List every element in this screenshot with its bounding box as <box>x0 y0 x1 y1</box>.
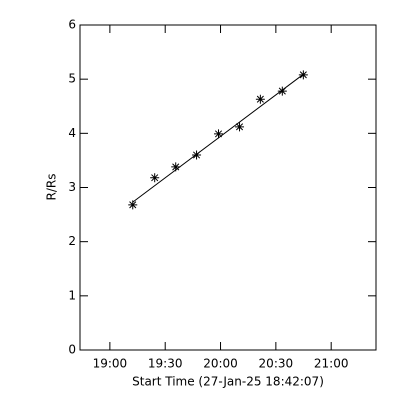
x-tick-label: 19:00 <box>93 357 128 371</box>
y-axis-label: R/Rs <box>45 174 59 201</box>
data-point <box>192 150 202 160</box>
y-tick-label: 6 <box>68 18 76 32</box>
x-tick-label: 21:00 <box>314 357 349 371</box>
data-point <box>150 173 160 183</box>
y-tick-label: 0 <box>68 343 76 357</box>
data-point <box>214 129 224 139</box>
y-tick-label: 5 <box>68 72 76 86</box>
data-point <box>235 122 245 132</box>
x-tick-label: 20:30 <box>259 357 294 371</box>
y-tick-label: 3 <box>68 180 76 194</box>
x-tick-label: 19:30 <box>148 357 183 371</box>
data-point <box>171 162 181 172</box>
y-tick-label: 4 <box>68 126 76 140</box>
y-tick-label: 1 <box>68 288 76 302</box>
x-tick-label: 20:00 <box>203 357 238 371</box>
plot-frame <box>79 24 377 351</box>
y-tick-label: 2 <box>68 234 76 248</box>
data-point <box>128 200 138 210</box>
x-axis-label: Start Time (27-Jan-25 18:42:07) <box>132 375 324 389</box>
fit-line <box>132 73 304 203</box>
data-point <box>277 86 287 96</box>
data-point <box>255 94 265 104</box>
